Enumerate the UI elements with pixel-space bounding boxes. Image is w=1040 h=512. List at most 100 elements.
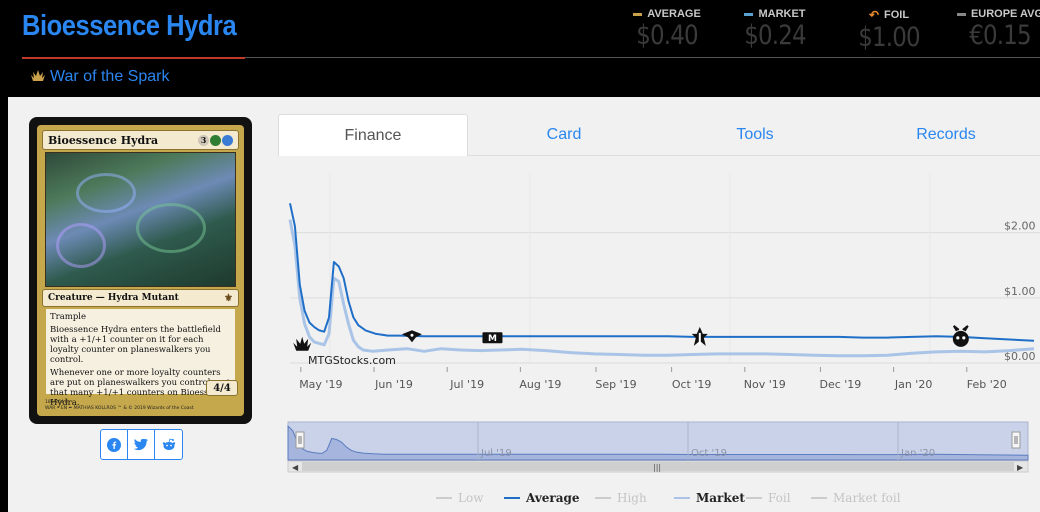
card-footer-line: WAR • EN ✒ MATHIAS KOLLROS ™ & © 2019 Wi… — [45, 406, 236, 412]
card-art — [45, 152, 236, 287]
set-name: War of the Spark — [50, 68, 170, 85]
blue-mana-icon — [222, 134, 233, 146]
price-chart-svg[interactable]: MTGStocks.com M $0.00 $1.00 $2.00 May '19 Jun… — [278, 156, 1040, 512]
x-tick-label: May '19 — [299, 378, 342, 391]
mana-cost: 3 — [198, 134, 233, 146]
tabs-divider — [468, 155, 1040, 156]
scroll-right-arrow-icon[interactable]: ▶ — [1017, 463, 1024, 472]
stat-foil: ↶ FOIL $1.00 — [834, 8, 944, 53]
tab-records[interactable]: Records — [916, 126, 976, 143]
generic-mana-icon: 3 — [198, 134, 209, 146]
card-type: Creature — Hydra Mutant — [48, 293, 179, 303]
stat-value: $0.24 — [744, 20, 806, 51]
set-symbol-icon: ⚜ — [224, 292, 233, 304]
stat-label: MARKET — [758, 8, 806, 20]
card-image[interactable]: Bioessence Hydra 3 Creature — Hydra Muta… — [29, 117, 252, 424]
legend-label: Average — [525, 491, 580, 505]
scrollbar-grip-icon: ||| — [653, 463, 661, 472]
navigator-tick-label: Jul '19 — [480, 448, 512, 459]
x-tick-label: Feb '20 — [967, 378, 1007, 391]
navigator-series — [287, 424, 1029, 461]
rules-line: Bioessence Hydra enters the battlefield … — [50, 325, 221, 365]
rules-line: Trample — [50, 312, 87, 322]
card-name: Bioessence Hydra — [48, 133, 159, 147]
twitter-share-button[interactable] — [128, 430, 155, 459]
y-tick-label: $1.00 — [1004, 285, 1036, 298]
legend-item-market-foil[interactable]: Market foil — [811, 491, 901, 505]
card-title: Bioessence Hydra — [22, 10, 237, 42]
header-divider — [245, 57, 1040, 58]
share-buttons — [100, 429, 183, 460]
legend-item-market[interactable]: Market — [674, 491, 745, 505]
price-stats: AVERAGE $0.40 MARKET $0.24 ↶ FOIL $1.00 E… — [612, 8, 1040, 56]
scroll-left-arrow-icon[interactable]: ◀ — [292, 463, 299, 472]
stat-value: $1.00 — [858, 22, 920, 53]
navigator-left-handle[interactable] — [295, 431, 305, 449]
x-tick-label: Nov '19 — [744, 378, 786, 391]
set-link[interactable]: War of the Spark — [30, 68, 169, 86]
x-tick-label: Oct '19 — [672, 378, 712, 391]
modern-horizons-icon — [401, 330, 422, 343]
rules-line: Whenever one or more loyalty counters ar… — [50, 368, 231, 408]
y-tick-label: $0.00 — [1004, 350, 1036, 363]
legend-label: High — [617, 491, 647, 505]
power-toughness: 4/4 — [206, 380, 238, 396]
core-set-2020-icon: M — [482, 332, 503, 344]
tab-bar: Finance Card Tools Records — [278, 114, 1040, 156]
navigator-tick-label: Oct '19 — [691, 448, 727, 459]
price-chart[interactable]: MTGStocks.com M $0.00 $1.00 $2.00 May '19 Jun… — [278, 156, 1040, 512]
legend-label: Low — [458, 491, 484, 505]
war-of-the-spark-set-icon — [30, 69, 46, 86]
artist-line: WAR • EN ✒ MATHIAS KOLLROS — [45, 406, 116, 411]
card-name-bar: Bioessence Hydra 3 — [42, 130, 239, 150]
theros-beyond-death-icon — [952, 325, 969, 347]
reddit-icon — [162, 438, 175, 450]
stat-europe: EUROPE AVG €0.15 — [945, 8, 1040, 51]
twitter-icon — [134, 438, 148, 450]
x-tick-label: Aug '19 — [519, 378, 561, 391]
stat-label: AVERAGE — [647, 8, 701, 20]
collector-number: 186/264 R — [45, 400, 69, 405]
legend-item-foil[interactable]: Foil — [746, 491, 791, 505]
facebook-share-button[interactable] — [101, 430, 128, 459]
y-tick-label: $2.00 — [1004, 220, 1036, 233]
tab-tools[interactable]: Tools — [736, 126, 774, 143]
card-type-bar: Creature — Hydra Mutant ⚜ — [42, 289, 239, 307]
stat-label: FOIL — [884, 9, 910, 21]
x-tick-label: Sep '19 — [595, 378, 636, 391]
scrollbar-thumb[interactable] — [302, 462, 1014, 471]
stat-market: MARKET $0.24 — [720, 8, 830, 51]
tab-finance[interactable]: Finance — [278, 114, 468, 156]
legend-label: Foil — [768, 491, 791, 505]
average-dash-icon — [633, 12, 643, 16]
x-tick-label: Jan '20 — [894, 378, 932, 391]
stat-average: AVERAGE $0.40 — [612, 8, 722, 51]
svg-text:M: M — [488, 334, 497, 344]
tab-card[interactable]: Card — [546, 126, 582, 143]
watermark: MTGStocks.com — [308, 354, 396, 367]
legend-item-low[interactable]: Low — [436, 491, 484, 505]
legend-label: Market — [696, 491, 745, 505]
series-line-market — [288, 219, 1035, 358]
card-footer: 186/264 R WAR • EN ✒ MATHIAS KOLLROS ™ &… — [45, 400, 236, 412]
legend-item-average[interactable]: Average — [504, 491, 580, 505]
market-dash-icon — [744, 12, 754, 16]
war-of-the-spark-icon — [293, 336, 312, 351]
title-underline — [22, 57, 245, 59]
facebook-icon — [107, 437, 121, 452]
navigator-right-handle[interactable] — [1011, 431, 1021, 449]
x-tick-label: Jun '19 — [374, 378, 413, 391]
copyright: ™ & © 2019 Wizards of the Coast — [117, 406, 194, 411]
europe-dash-icon — [956, 12, 966, 16]
stat-value: €0.15 — [969, 20, 1031, 51]
reddit-share-button[interactable] — [155, 430, 182, 459]
x-tick-label: Dec '19 — [820, 378, 862, 391]
navigator-tick-label: Jan '20 — [900, 448, 935, 459]
green-mana-icon — [210, 134, 221, 146]
legend-item-high[interactable]: High — [595, 491, 647, 505]
legend-label: Market foil — [833, 491, 901, 505]
x-tick-label: Jul '19 — [449, 378, 484, 391]
throne-of-eldraine-icon — [691, 326, 708, 346]
stat-value: $0.40 — [636, 20, 698, 51]
foil-arrow-icon: ↶ — [868, 8, 879, 22]
